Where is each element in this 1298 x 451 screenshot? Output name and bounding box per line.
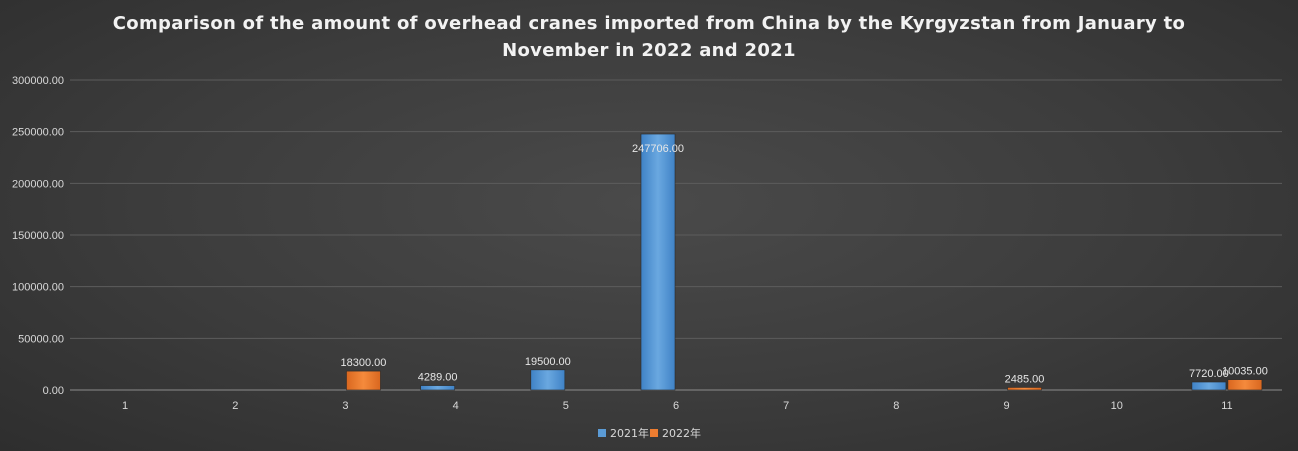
y-tick-label: 300000.00 [12, 75, 64, 87]
x-tick-label: 10 [1111, 400, 1123, 412]
gridlines [70, 79, 1282, 391]
x-axis: 1 2 3 4 5 6 7 8 9 10 11 [122, 400, 1233, 412]
legend-label: 2021年 [610, 426, 649, 440]
chart-title: Comparison of the amount of overhead cra… [112, 13, 1186, 61]
data-label: 4289.00 [418, 372, 458, 384]
data-label: 18300.00 [341, 357, 387, 369]
bar-2021 [530, 369, 566, 391]
data-label: 2485.00 [1005, 373, 1045, 385]
data-label: 7720.00 [1189, 368, 1229, 380]
y-tick-label: 0.00 [43, 385, 64, 397]
data-label: 10035.00 [1222, 366, 1268, 378]
x-tick-label: 5 [563, 400, 569, 412]
data-label: 247706.00 [632, 143, 684, 155]
data-label: 19500.00 [525, 356, 571, 368]
bar-2022 [1007, 387, 1042, 391]
bar-2022 [1227, 379, 1263, 391]
x-tick-label: 6 [673, 400, 679, 412]
x-tick-label: 11 [1221, 400, 1232, 412]
bar-2021 [1191, 381, 1227, 391]
x-tick-label: 4 [453, 400, 459, 412]
x-tick-label: 1 [122, 400, 128, 412]
y-tick-label: 200000.00 [12, 178, 64, 190]
x-tick-label: 2 [232, 400, 238, 412]
legend-label: 2022年 [662, 426, 701, 440]
x-tick-label: 9 [1003, 400, 1009, 412]
y-tick-label: 150000.00 [12, 230, 64, 242]
bar-2021 [420, 385, 455, 391]
y-tick-label: 50000.00 [18, 333, 64, 345]
legend: 2021年 2022年 [598, 426, 701, 440]
bar-2021 [640, 133, 676, 391]
y-tick-label: 100000.00 [12, 282, 64, 294]
legend-swatch [650, 429, 658, 437]
x-tick-label: 7 [783, 400, 789, 412]
x-tick-label: 3 [342, 400, 348, 412]
bar-2022 [346, 370, 381, 391]
legend-swatch [598, 429, 606, 437]
x-tick-label: 8 [893, 400, 899, 412]
y-axis: 0.00 50000.00 100000.00 150000.00 200000.00 2… [12, 75, 64, 397]
data-labels: 4289.00 19500.00 247706.00 7720.00 18300.00 2… [341, 143, 1268, 385]
y-tick-label: 250000.00 [12, 127, 64, 139]
bars [346, 133, 1263, 391]
